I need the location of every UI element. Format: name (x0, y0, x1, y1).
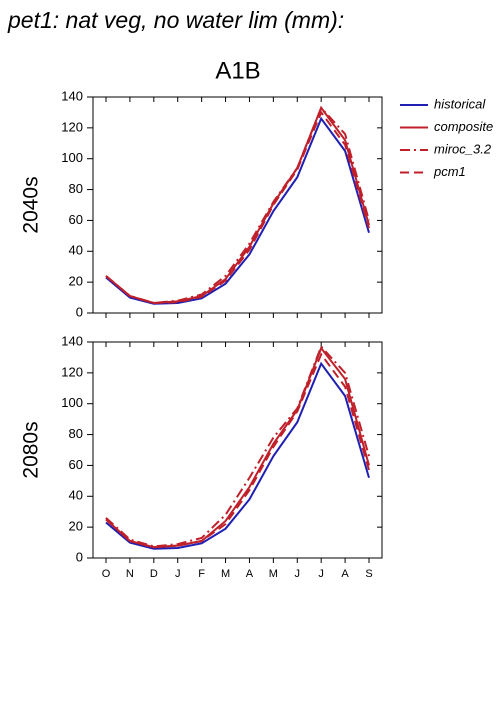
series-line (105, 344, 370, 548)
legend-label: miroc_3.2 (434, 141, 492, 156)
legend-label: pcm1 (433, 164, 466, 179)
y-tick-label: 60 (69, 212, 83, 227)
x-tick-label: J (318, 568, 324, 580)
x-tick-label: N (126, 568, 134, 580)
series-line (105, 116, 370, 305)
y-tick-label: 120 (61, 364, 83, 379)
series-line (105, 105, 370, 304)
y-tick-label: 40 (69, 243, 83, 258)
chart-subtitle: A1B (215, 57, 260, 84)
plot-frame (92, 96, 383, 314)
legend-label: historical (434, 96, 486, 111)
series-line (105, 352, 370, 549)
series-line (105, 361, 370, 550)
y-tick-label: 60 (69, 457, 83, 472)
x-tick-label: S (365, 568, 372, 580)
legend-label: composite (434, 119, 493, 134)
y-tick-label: 20 (69, 274, 83, 289)
y-tick-label: 20 (69, 519, 83, 534)
series-line (105, 105, 370, 304)
y-tick-label: 140 (61, 333, 83, 348)
x-tick-label: M (221, 568, 230, 580)
y-tick-label: 80 (69, 426, 83, 441)
x-tick-label: J (175, 568, 181, 580)
y-tick-label: 100 (61, 395, 83, 410)
y-tick-label: 140 (61, 88, 83, 103)
y-tick-label: 100 (61, 150, 83, 165)
y-tick-label: 0 (76, 549, 83, 564)
y-tick-label: 120 (61, 119, 83, 134)
x-tick-label: A (246, 568, 254, 580)
y-tick-label: 0 (76, 304, 83, 319)
plot-frame (92, 341, 383, 559)
x-tick-label: A (341, 568, 349, 580)
y-tick-label: 40 (69, 488, 83, 503)
series-line (105, 346, 370, 549)
series-line (105, 110, 370, 304)
x-tick-label: D (150, 568, 158, 580)
chart-title: pet1: nat veg, no water lim (mm): (7, 7, 344, 33)
y-axis-label: 2080s (20, 421, 43, 478)
x-tick-label: O (102, 568, 111, 580)
x-tick-label: M (269, 568, 278, 580)
y-tick-label: 80 (69, 181, 83, 196)
y-axis-label: 2040s (20, 176, 43, 233)
x-tick-label: F (198, 568, 205, 580)
x-tick-label: J (295, 568, 301, 580)
